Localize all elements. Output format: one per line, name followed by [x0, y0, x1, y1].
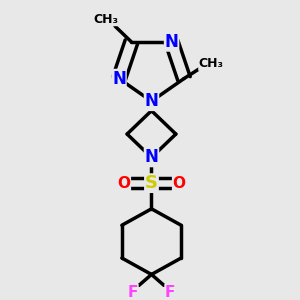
Text: F: F	[165, 285, 175, 300]
Text: O: O	[172, 176, 186, 190]
Text: N: N	[165, 33, 178, 51]
Text: N: N	[145, 148, 158, 166]
Text: F: F	[128, 285, 138, 300]
Text: N: N	[145, 92, 158, 110]
Text: CH₃: CH₃	[94, 13, 118, 26]
Text: O: O	[117, 176, 130, 190]
Text: N: N	[112, 70, 126, 88]
Text: CH₃: CH₃	[199, 57, 224, 70]
Text: S: S	[145, 174, 158, 192]
